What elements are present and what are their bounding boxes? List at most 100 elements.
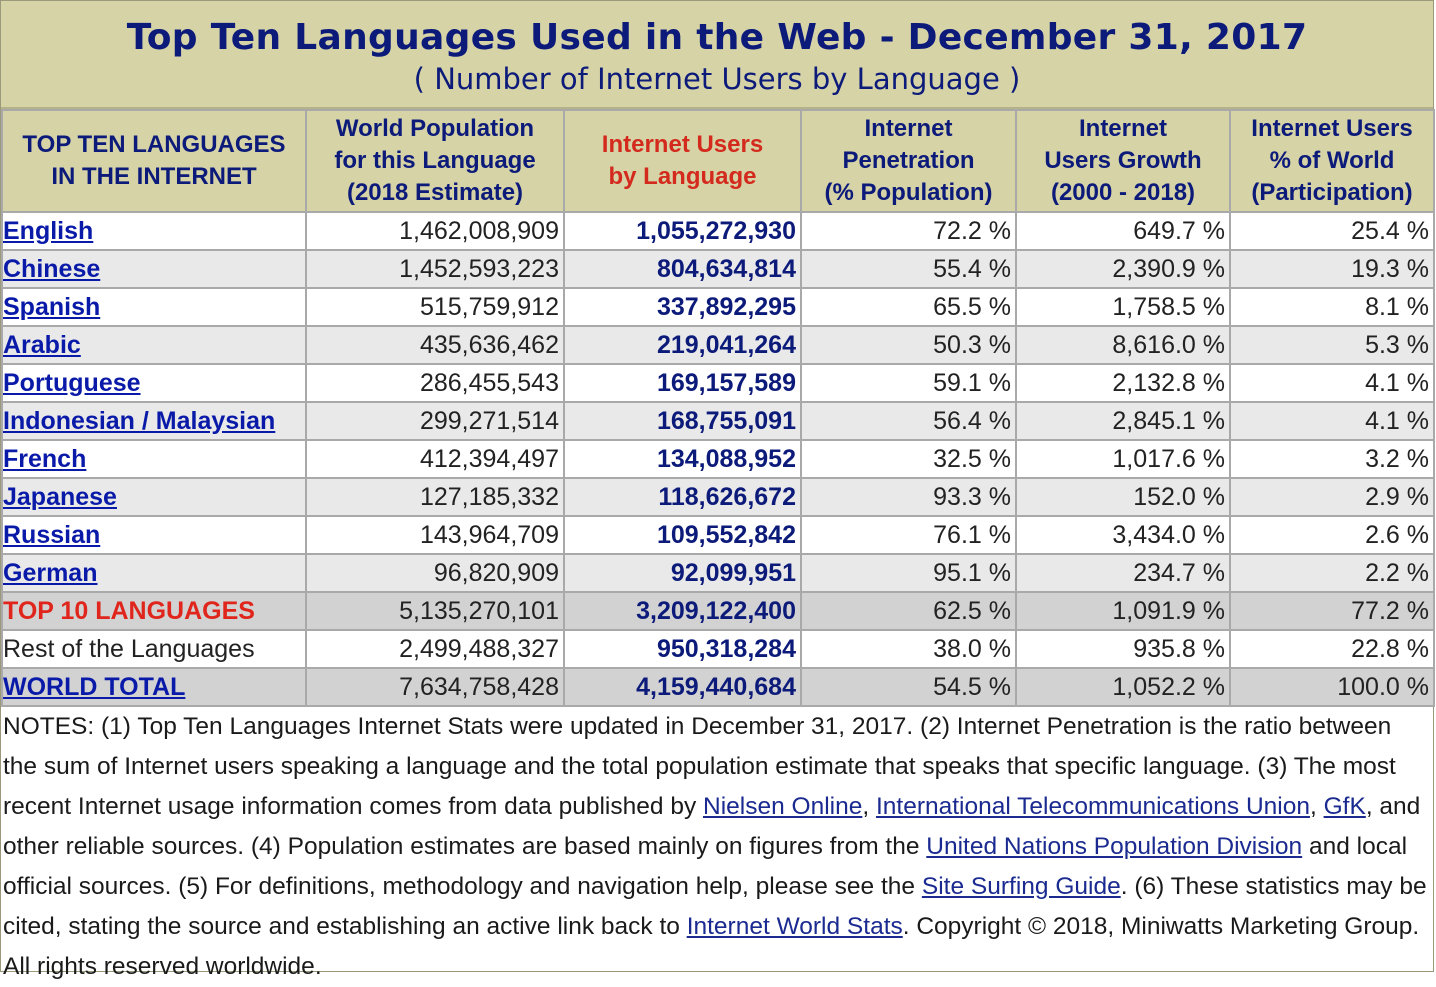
table-row: Arabic 435,636,462 219,041,264 50.3 % 8,… <box>1 325 1435 365</box>
users-cell: 804,634,814 <box>563 249 802 289</box>
world-total-link[interactable]: WORLD TOTAL <box>3 672 186 701</box>
growth-cell: 234.7 % <box>1015 553 1231 593</box>
share-cell: 8.1 % <box>1229 287 1435 327</box>
share-cell: 2.6 % <box>1229 515 1435 555</box>
title-box: Top Ten Languages Used in the Web - Dece… <box>1 1 1433 109</box>
growth-cell: 1,091.9 % <box>1015 591 1231 631</box>
page-title: Top Ten Languages Used in the Web - Dece… <box>126 17 1308 58</box>
nielsen-online-link[interactable]: Nielsen Online <box>703 793 863 820</box>
penetration-cell: 54.5 % <box>800 667 1017 707</box>
table-row: Portuguese 286,455,543 169,157,589 59.1 … <box>1 363 1435 403</box>
itu-link[interactable]: International Telecommunications Union <box>875 793 1310 820</box>
rest-label: Rest of the Languages <box>1 629 307 669</box>
share-cell: 5.3 % <box>1229 325 1435 365</box>
table-row: Japanese 127,185,332 118,626,672 93.3 % … <box>1 477 1435 517</box>
share-cell: 2.2 % <box>1229 553 1435 593</box>
languages-table: TOP TEN LANGUAGES IN THE INTERNET World P… <box>1 109 1435 707</box>
penetration-cell: 59.1 % <box>800 363 1017 403</box>
growth-cell: 3,434.0 % <box>1015 515 1231 555</box>
table-row: Russian 143,964,709 109,552,842 76.1 % 3… <box>1 515 1435 555</box>
growth-cell: 2,132.8 % <box>1015 363 1231 403</box>
table-row: Spanish 515,759,912 337,892,295 65.5 % 1… <box>1 287 1435 327</box>
penetration-cell: 72.2 % <box>800 211 1017 251</box>
language-link[interactable]: Spanish <box>3 292 101 321</box>
users-cell: 92,099,951 <box>563 553 802 593</box>
penetration-cell: 38.0 % <box>800 629 1017 669</box>
col-header-penetration: Internet Penetration (% Population) <box>800 109 1017 213</box>
penetration-cell: 62.5 % <box>800 591 1017 631</box>
un-population-division-link[interactable]: United Nations Population Division <box>926 833 1303 860</box>
table-row: English 1,462,008,909 1,055,272,930 72.2… <box>1 211 1435 251</box>
population-cell: 286,455,543 <box>305 363 565 403</box>
language-link[interactable]: Chinese <box>3 254 101 283</box>
users-cell: 219,041,264 <box>563 325 802 365</box>
users-cell: 134,088,952 <box>563 439 802 479</box>
share-cell: 2.9 % <box>1229 477 1435 517</box>
col-header-growth: Internet Users Growth (2000 - 2018) <box>1015 109 1231 213</box>
col-header-users: Internet Users by Language <box>563 109 802 213</box>
language-link[interactable]: French <box>3 444 87 473</box>
language-link[interactable]: Indonesian / Malaysian <box>3 406 276 435</box>
growth-cell: 8,616.0 % <box>1015 325 1231 365</box>
share-cell: 22.8 % <box>1229 629 1435 669</box>
population-cell: 435,636,462 <box>305 325 565 365</box>
top10-total-row: TOP 10 LANGUAGES 5,135,270,101 3,209,122… <box>1 591 1435 631</box>
penetration-cell: 76.1 % <box>800 515 1017 555</box>
growth-cell: 935.8 % <box>1015 629 1231 669</box>
gfk-link[interactable]: GfK <box>1323 793 1366 820</box>
growth-cell: 649.7 % <box>1015 211 1231 251</box>
users-cell: 337,892,295 <box>563 287 802 327</box>
share-cell: 4.1 % <box>1229 401 1435 441</box>
population-cell: 299,271,514 <box>305 401 565 441</box>
internet-world-stats-link[interactable]: Internet World Stats <box>686 913 903 940</box>
users-cell: 3,209,122,400 <box>563 591 802 631</box>
language-link[interactable]: German <box>3 558 98 587</box>
notes-paragraph: NOTES: (1) Top Ten Languages Internet St… <box>3 713 1427 980</box>
language-link[interactable]: Portuguese <box>3 368 141 397</box>
growth-cell: 1,052.2 % <box>1015 667 1231 707</box>
growth-cell: 2,845.1 % <box>1015 401 1231 441</box>
users-cell: 4,159,440,684 <box>563 667 802 707</box>
share-cell: 19.3 % <box>1229 249 1435 289</box>
language-link[interactable]: Arabic <box>3 330 81 359</box>
language-link[interactable]: Japanese <box>3 482 117 511</box>
population-cell: 412,394,497 <box>305 439 565 479</box>
users-cell: 109,552,842 <box>563 515 802 555</box>
header-row: TOP TEN LANGUAGES IN THE INTERNET World P… <box>1 109 1435 213</box>
col-header-population: World Population for this Language (2018 E… <box>305 109 565 213</box>
population-cell: 96,820,909 <box>305 553 565 593</box>
penetration-cell: 93.3 % <box>800 477 1017 517</box>
growth-cell: 2,390.9 % <box>1015 249 1231 289</box>
share-cell: 4.1 % <box>1229 363 1435 403</box>
growth-cell: 1,017.6 % <box>1015 439 1231 479</box>
population-cell: 2,499,488,327 <box>305 629 565 669</box>
col-header-share: Internet Users% of World (Participation) <box>1229 109 1435 213</box>
users-cell: 168,755,091 <box>563 401 802 441</box>
share-cell: 77.2 % <box>1229 591 1435 631</box>
penetration-cell: 65.5 % <box>800 287 1017 327</box>
penetration-cell: 56.4 % <box>800 401 1017 441</box>
users-cell: 169,157,589 <box>563 363 802 403</box>
language-link[interactable]: English <box>3 216 94 245</box>
growth-cell: 1,758.5 % <box>1015 287 1231 327</box>
penetration-cell: 32.5 % <box>800 439 1017 479</box>
site-surfing-guide-link[interactable]: Site Surfing Guide <box>921 873 1121 900</box>
penetration-cell: 55.4 % <box>800 249 1017 289</box>
population-cell: 127,185,332 <box>305 477 565 517</box>
top10-label: TOP 10 LANGUAGES <box>3 596 255 625</box>
users-cell: 118,626,672 <box>563 477 802 517</box>
col-header-language: TOP TEN LANGUAGES IN THE INTERNET <box>1 109 307 213</box>
penetration-cell: 50.3 % <box>800 325 1017 365</box>
population-cell: 5,135,270,101 <box>305 591 565 631</box>
share-cell: 3.2 % <box>1229 439 1435 479</box>
growth-cell: 152.0 % <box>1015 477 1231 517</box>
users-cell: 950,318,284 <box>563 629 802 669</box>
share-cell: 100.0 % <box>1229 667 1435 707</box>
population-cell: 515,759,912 <box>305 287 565 327</box>
users-cell: 1,055,272,930 <box>563 211 802 251</box>
rest-row: Rest of the Languages 2,499,488,327 950,… <box>1 629 1435 669</box>
penetration-cell: 95.1 % <box>800 553 1017 593</box>
language-link[interactable]: Russian <box>3 520 101 549</box>
share-cell: 25.4 % <box>1229 211 1435 251</box>
